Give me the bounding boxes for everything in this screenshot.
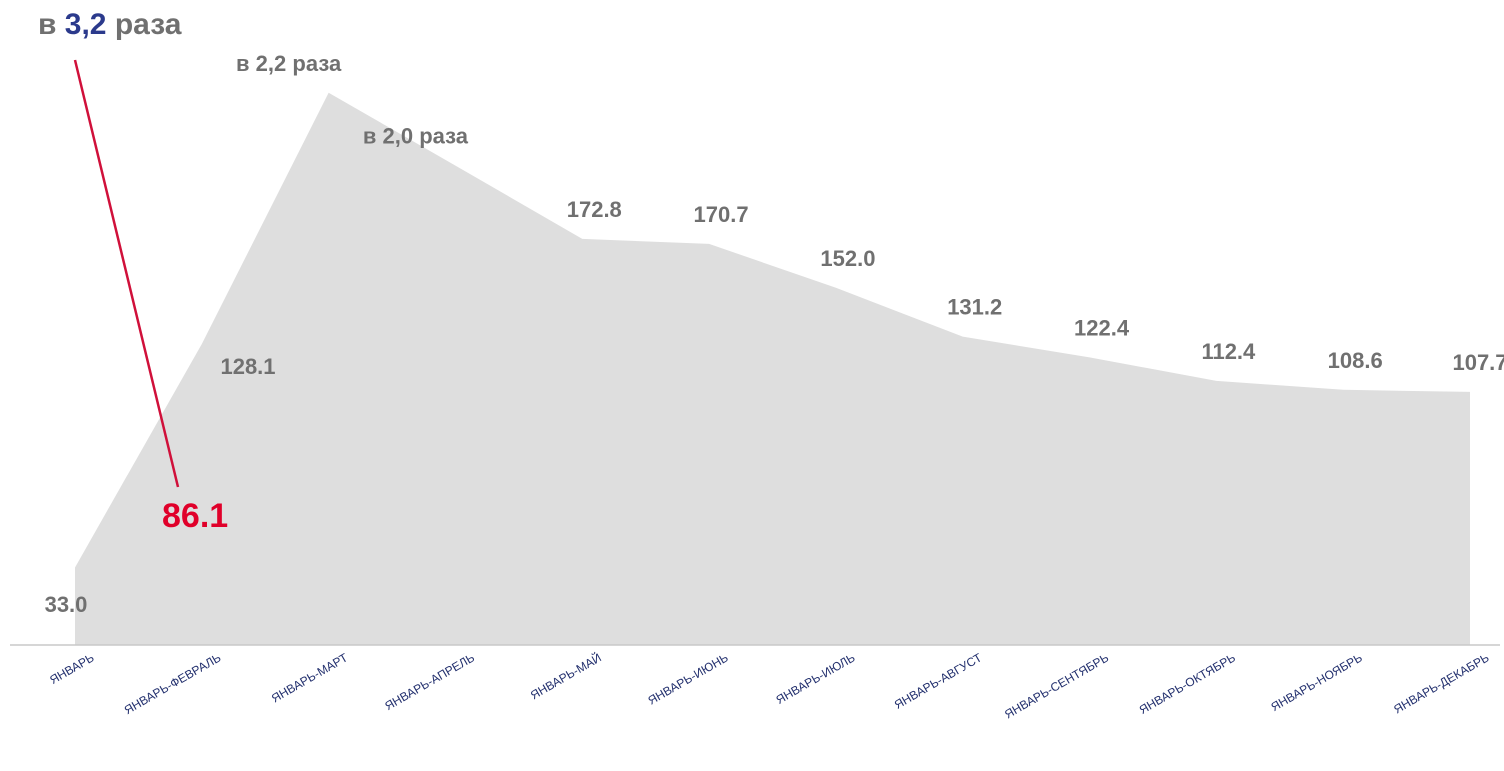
value-label: 33.0 (45, 592, 88, 617)
x-tick-label: ЯНВАРЬ-НОЯБРЬ (1268, 650, 1364, 714)
value-label: в 2,2 раза (236, 51, 342, 76)
callout-part: в (38, 8, 65, 41)
callout-value: 86.1 (162, 497, 228, 535)
x-tick-label: ЯНВАРЬ-АВГУСТ (892, 650, 985, 712)
x-tick-label: ЯНВАРЬ (47, 650, 96, 687)
x-tick-label: ЯНВАРЬ-ИЮНЬ (646, 650, 731, 707)
x-tick-label: ЯНВАРЬ-ДЕКАБРЬ (1391, 650, 1491, 716)
value-label: в 2,0 раза (363, 124, 469, 149)
value-label: 152.0 (820, 246, 875, 271)
callout-part: раза (107, 8, 182, 41)
x-tick-label: ЯНВАРЬ-СЕНТЯБРЬ (1002, 650, 1111, 721)
value-label: 131.2 (947, 295, 1002, 320)
area (75, 92, 1470, 645)
x-tick-label: ЯНВАРЬ-ФЕВРАЛЬ (122, 650, 224, 717)
x-tick-label: ЯНВАРЬ-ОКТЯБРЬ (1137, 650, 1238, 717)
value-label: 112.4 (1201, 339, 1256, 364)
callout-highlight: 3,2 (65, 8, 107, 41)
callout-line (73, 59, 180, 488)
value-label: 170.7 (694, 202, 749, 227)
callout-text: в 3,2 раза (38, 8, 182, 41)
x-tick-label: ЯНВАРЬ-АПРЕЛЬ (382, 650, 477, 713)
x-tick-label: ЯНВАРЬ-ИЮЛЬ (774, 650, 858, 707)
value-label: 108.6 (1328, 348, 1383, 373)
x-tick-label: ЯНВАРЬ-МАЙ (527, 650, 603, 703)
value-label: 172.8 (567, 197, 622, 222)
x-tick-label: ЯНВАРЬ-МАРТ (269, 650, 351, 705)
value-label: 128.1 (220, 354, 275, 379)
value-label: 107.7 (1452, 350, 1504, 375)
value-label: 122.4 (1074, 315, 1130, 340)
